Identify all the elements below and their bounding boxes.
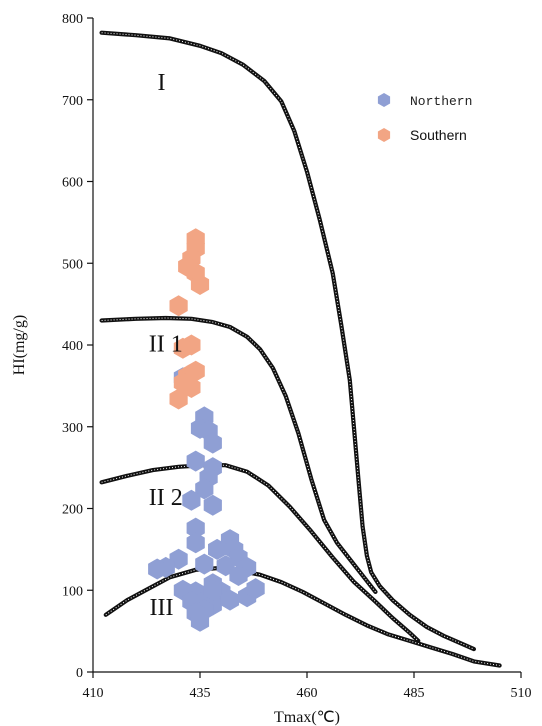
region-label-0: I bbox=[157, 70, 165, 96]
y-tick-label: 400 bbox=[62, 339, 83, 354]
curve-I-dots bbox=[101, 32, 475, 650]
legend-marker-southern bbox=[377, 128, 391, 142]
axes: 410 435 460 485 510 0 100 200 300 400 500 600 700 800 bbox=[62, 12, 532, 701]
y-axis-title: HI(mg/g) bbox=[11, 315, 28, 375]
point-southern-13 bbox=[182, 377, 201, 398]
region-label-2: II 2 bbox=[149, 485, 183, 511]
y-tick-label: 0 bbox=[76, 666, 83, 681]
point-southern-5 bbox=[190, 274, 210, 295]
y-tick-label: 200 bbox=[62, 503, 83, 518]
y-tick-label: 100 bbox=[62, 584, 83, 599]
point-northern-12 bbox=[186, 532, 205, 554]
point-northern-33 bbox=[220, 589, 240, 611]
point-northern-32 bbox=[190, 610, 210, 632]
point-northern-10 bbox=[203, 494, 222, 516]
point-northern-8 bbox=[195, 478, 214, 500]
y-tick-label: 600 bbox=[62, 176, 83, 191]
x-axis-title: Tmax(℃) bbox=[274, 709, 340, 726]
curve-III bbox=[103, 566, 502, 668]
point-southern-8 bbox=[173, 337, 192, 359]
x-tick-label: 435 bbox=[190, 686, 211, 701]
region-label-1: II 1 bbox=[149, 332, 183, 358]
data-points bbox=[148, 228, 265, 632]
y-tick-label: 300 bbox=[62, 421, 83, 436]
y-tick-label: 500 bbox=[62, 257, 83, 272]
x-tick-label: 485 bbox=[404, 686, 425, 701]
curve-II2 bbox=[99, 463, 421, 643]
point-northern-9 bbox=[182, 489, 201, 511]
curve-II1-dots bbox=[101, 317, 376, 593]
legend-marker-northern bbox=[377, 93, 391, 107]
y-tick-label: 800 bbox=[62, 12, 83, 27]
point-northern-4 bbox=[203, 432, 222, 454]
envelope-curves bbox=[99, 30, 502, 668]
point-northern-37 bbox=[203, 579, 222, 601]
y-tick-label: 700 bbox=[62, 94, 83, 109]
point-northern-11 bbox=[186, 517, 205, 539]
point-northern-19 bbox=[195, 553, 214, 575]
region-label-3: III bbox=[149, 595, 173, 621]
region-labels: I II 1 II 2 III bbox=[149, 70, 183, 621]
x-tick-label: 510 bbox=[511, 686, 532, 701]
point-northern-22 bbox=[148, 558, 167, 580]
point-northern-5 bbox=[186, 450, 205, 472]
x-tick-label: 410 bbox=[83, 686, 104, 701]
point-southern-6 bbox=[169, 295, 188, 317]
x-tick-label: 460 bbox=[297, 686, 318, 701]
legend: Northern Southern bbox=[377, 93, 472, 143]
point-northern-36 bbox=[229, 565, 248, 586]
point-northern-35 bbox=[246, 578, 265, 600]
legend-label-southern: Southern bbox=[410, 127, 467, 143]
point-southern-12 bbox=[169, 388, 188, 410]
legend-label-northern: Northern bbox=[410, 94, 472, 109]
